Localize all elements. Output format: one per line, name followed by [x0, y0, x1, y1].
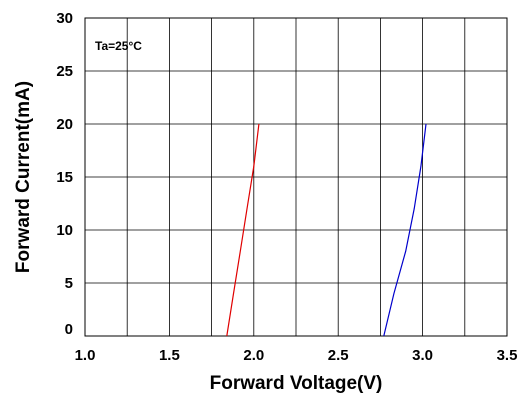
x-tick-label: 2.5: [328, 347, 349, 364]
x-tick-label: 3.5: [497, 347, 518, 364]
series-line-1: [226, 123, 260, 337]
x-tick-label: 1.0: [75, 347, 96, 364]
series-line-2: [383, 123, 427, 337]
x-tick-label: 1.5: [159, 347, 180, 364]
x-tick-label: 2.0: [243, 347, 264, 364]
y-tick-label: 0: [65, 321, 73, 338]
y-tick-label: 20: [56, 116, 73, 133]
y-tick-label: 30: [56, 10, 73, 27]
y-tick-labels: 0 5 10 15 20 25 30: [56, 10, 73, 338]
plot-frame: [84, 17, 508, 337]
temperature-annotation: Ta=25°C: [95, 39, 142, 53]
y-tick-label: 5: [65, 275, 73, 292]
y-tick-label: 10: [56, 222, 73, 239]
x-axis-label: Forward Voltage(V): [210, 373, 383, 394]
y-tick-label: 15: [56, 169, 73, 186]
y-tick-label: 25: [56, 63, 73, 80]
y-axis-label: Forward Current(mA): [13, 81, 34, 273]
series-group: [226, 123, 427, 337]
x-tick-labels: 1.0 1.5 2.0 2.5 3.0 3.5: [75, 347, 518, 364]
grid: [85, 18, 507, 336]
x-tick-label: 3.0: [412, 347, 433, 364]
